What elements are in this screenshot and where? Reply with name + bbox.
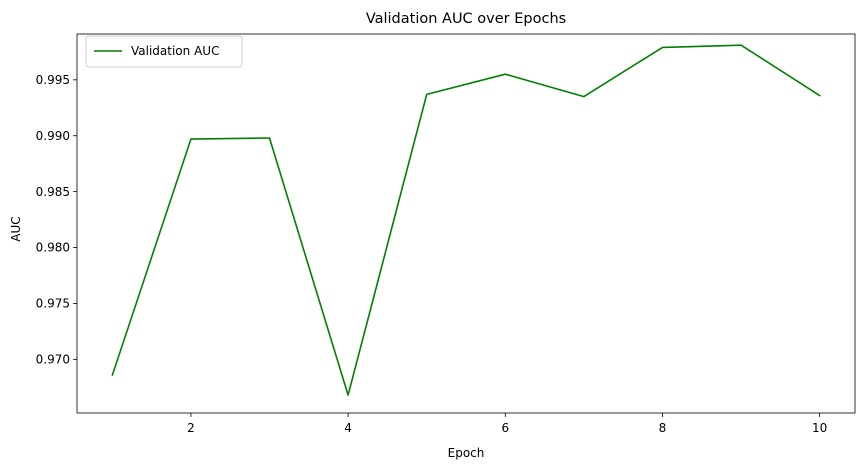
plot-area — [76, 33, 856, 414]
series-line-validation-auc — [111, 44, 821, 396]
x-axis: 2 4 6 8 10 — [187, 413, 827, 435]
y-tick-label: 0.985 — [36, 185, 70, 199]
x-tick-label: 2 — [187, 421, 195, 435]
legend-box — [85, 35, 243, 68]
x-tick-label: 6 — [501, 421, 509, 435]
y-tick-label: 0.990 — [36, 129, 70, 143]
plot-frame — [76, 33, 856, 414]
x-tick-label: 4 — [344, 421, 352, 435]
legend-label-validation-auc: Validation AUC — [131, 44, 219, 58]
x-tick-label: 10 — [812, 421, 827, 435]
x-tick-label: 8 — [659, 421, 667, 435]
x-axis-label: Epoch — [448, 446, 485, 460]
y-axis-label: AUC — [9, 216, 23, 241]
chart-title: Validation AUC over Epochs — [366, 11, 566, 27]
y-axis: 0.970 0.975 0.980 0.985 0.990 0.995 — [36, 73, 77, 367]
y-tick-label: 0.975 — [36, 297, 70, 311]
series-layer — [111, 44, 821, 396]
y-tick-label: 0.970 — [36, 353, 70, 367]
legend: Validation AUC — [85, 35, 243, 68]
y-tick-label: 0.980 — [36, 241, 70, 255]
y-tick-label: 0.995 — [36, 73, 70, 87]
